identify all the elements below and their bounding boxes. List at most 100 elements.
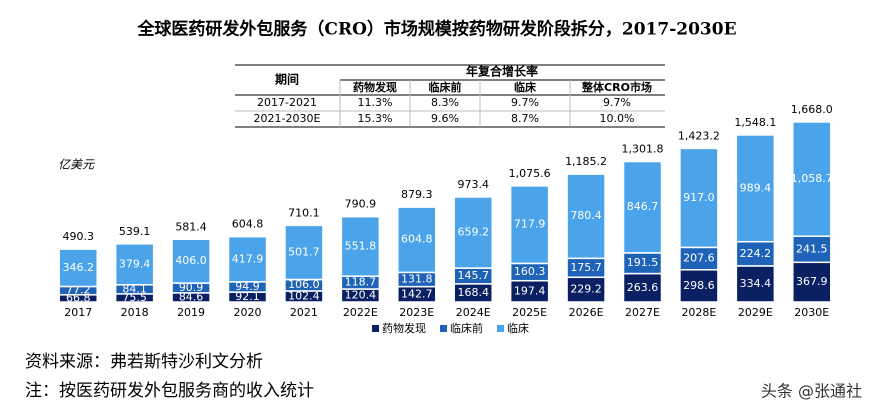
source-note: 资料来源：弗若斯特沙利文分析 bbox=[25, 352, 263, 372]
legend-swatch bbox=[440, 325, 447, 332]
bar-segment bbox=[792, 235, 832, 264]
cagr-table: 期间 年复合增长率 bbox=[235, 64, 665, 128]
bar-segment bbox=[622, 160, 663, 254]
total-label: 1,423.2 bbox=[678, 129, 720, 142]
value-label: 229.2 bbox=[570, 283, 602, 296]
value-label: 1,058.7 bbox=[791, 172, 833, 185]
table-col-header: 药物发现 bbox=[353, 80, 397, 94]
value-label: 175.7 bbox=[570, 261, 602, 274]
value-label: 160.3 bbox=[514, 265, 546, 278]
total-label: 1,668.0 bbox=[791, 103, 833, 116]
table-cell: 9.6% bbox=[431, 112, 459, 125]
value-label: 917.0 bbox=[683, 191, 715, 204]
bar-segment bbox=[792, 121, 832, 237]
x-tick-label: 2025E bbox=[512, 306, 547, 319]
bar-segment bbox=[284, 224, 324, 281]
value-label: 846.7 bbox=[627, 200, 659, 213]
value-label: 120.4 bbox=[345, 289, 377, 302]
value-label: 191.5 bbox=[627, 256, 659, 269]
table-cell: 8.3% bbox=[431, 96, 459, 109]
total-label: 973.4 bbox=[457, 178, 489, 191]
bar-segment bbox=[114, 243, 155, 286]
value-label: 604.8 bbox=[401, 233, 433, 246]
value-label: 367.9 bbox=[796, 275, 828, 288]
bar-segment bbox=[735, 134, 776, 243]
x-tick-label: 2029E bbox=[738, 306, 773, 319]
bar-segment bbox=[397, 206, 437, 274]
x-tick-label: 2026E bbox=[569, 306, 604, 319]
bar-segment bbox=[622, 272, 663, 303]
value-label: 334.4 bbox=[740, 277, 772, 290]
table-cell: 2021-2030E bbox=[254, 112, 321, 125]
x-tick-label: 2027E bbox=[625, 306, 660, 319]
value-label: 168.4 bbox=[457, 286, 489, 299]
total-label: 539.1 bbox=[119, 225, 151, 238]
x-tick-label: 2028E bbox=[681, 306, 716, 319]
value-label: 131.8 bbox=[401, 272, 433, 285]
value-label: 94.9 bbox=[235, 280, 260, 293]
value-label: 298.6 bbox=[683, 279, 715, 292]
table-col-header: 临床 bbox=[514, 80, 537, 94]
value-label: 224.2 bbox=[740, 247, 772, 260]
total-label: 1,548.1 bbox=[734, 116, 776, 129]
bar-segment bbox=[171, 238, 211, 284]
value-label: 106.0 bbox=[288, 278, 320, 291]
table-cell: 15.3% bbox=[358, 112, 393, 125]
x-tick-label: 2030E bbox=[794, 306, 829, 319]
legend-swatch bbox=[372, 325, 379, 332]
value-label: 92.1 bbox=[235, 290, 260, 303]
table-cell: 9.7% bbox=[511, 96, 539, 109]
value-label: 84.6 bbox=[179, 290, 204, 303]
value-label: 551.8 bbox=[345, 239, 377, 252]
value-label: 346.2 bbox=[62, 261, 94, 274]
value-label: 197.4 bbox=[514, 284, 546, 297]
bar-segment bbox=[679, 269, 719, 303]
table-cell: 2017-2021 bbox=[257, 96, 317, 109]
bar-segment bbox=[792, 261, 832, 303]
value-label: 717.9 bbox=[514, 218, 546, 231]
x-tick-label: 2017 bbox=[64, 306, 92, 319]
table-cell: 10.0% bbox=[600, 112, 635, 125]
value-label: 142.7 bbox=[401, 287, 433, 300]
total-label: 490.3 bbox=[62, 230, 94, 243]
table-cell: 8.7% bbox=[511, 112, 539, 125]
value-label: 406.0 bbox=[175, 254, 207, 267]
x-tick-label: 2022E bbox=[343, 306, 378, 319]
value-label: 118.7 bbox=[345, 276, 377, 289]
unit-label: 亿美元 bbox=[58, 158, 95, 172]
value-label: 241.5 bbox=[796, 242, 828, 255]
x-tick-label: 2018 bbox=[121, 306, 149, 319]
table-col-header: 临床前 bbox=[429, 80, 462, 94]
legend-swatch bbox=[497, 325, 504, 332]
chart-title: 全球医药研发外包服务（CRO）市场规模按药物研发阶段拆分，2017-2030E bbox=[136, 19, 736, 40]
value-label: 263.6 bbox=[627, 281, 659, 294]
footnote: 注：按医药研发外包服务商的收入统计 bbox=[25, 381, 314, 401]
value-label: 659.2 bbox=[457, 226, 489, 239]
x-tick-label: 2019 bbox=[177, 306, 205, 319]
total-label: 581.4 bbox=[175, 220, 207, 233]
legend-label: 临床 bbox=[507, 321, 529, 335]
bar-segment bbox=[509, 185, 550, 265]
total-label: 879.3 bbox=[401, 188, 433, 201]
x-tick-label: 2024E bbox=[456, 306, 491, 319]
x-tick-label: 2023E bbox=[399, 306, 434, 319]
legend-label: 临床前 bbox=[450, 321, 483, 335]
bar-segment bbox=[735, 265, 776, 303]
total-label: 604.8 bbox=[232, 218, 264, 231]
value-label: 207.6 bbox=[683, 252, 715, 265]
bar-segment bbox=[340, 215, 381, 277]
value-label: 989.4 bbox=[740, 181, 772, 194]
table-col-header: 期间 bbox=[275, 72, 299, 87]
watermark: 头条 @张通社 bbox=[761, 382, 862, 401]
bar-segment bbox=[679, 147, 719, 249]
table-col-header: 整体CRO市场 bbox=[581, 80, 652, 94]
table-cell: 11.3% bbox=[358, 96, 393, 109]
bar-segment bbox=[453, 196, 493, 269]
x-tick-label: 2020 bbox=[234, 306, 262, 319]
x-tick-label: 2021 bbox=[290, 306, 318, 319]
value-label: 102.4 bbox=[288, 289, 320, 302]
value-label: 84.1 bbox=[122, 282, 147, 295]
value-label: 379.4 bbox=[119, 257, 151, 270]
value-label: 780.4 bbox=[570, 209, 602, 222]
